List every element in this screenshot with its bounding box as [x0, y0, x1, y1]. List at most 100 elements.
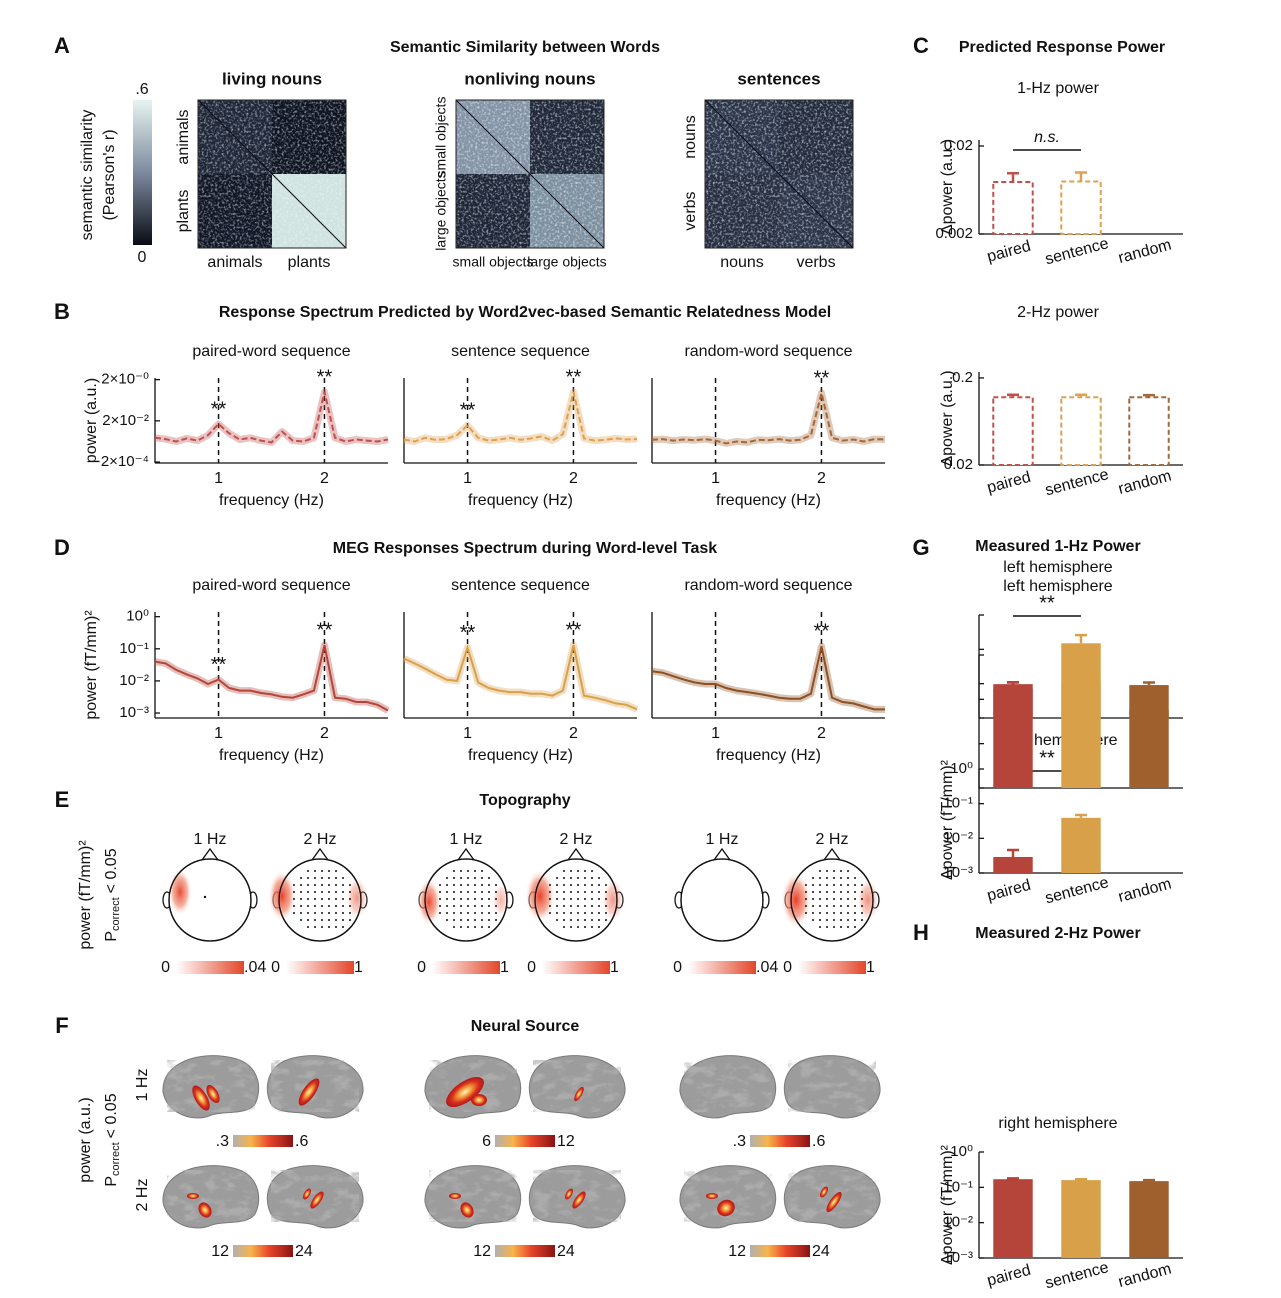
sensor-dot — [307, 905, 309, 907]
activation-blob — [346, 876, 368, 920]
sensor-dot — [819, 884, 821, 886]
colorbar-title: semantic similarity — [79, 110, 96, 241]
y-tick-label: 0.02 — [944, 456, 973, 473]
sensor-dot — [584, 912, 586, 914]
brain-texture — [788, 1170, 876, 1222]
x-tick-label: 2 — [569, 725, 578, 742]
sensor-dot — [556, 898, 558, 900]
sensor-dot — [598, 877, 600, 879]
y-axis-label: Δpower (fT/mm)² — [939, 759, 956, 880]
sensor-dot — [598, 926, 600, 928]
subplot-title: left hemisphere — [1003, 559, 1112, 576]
significance-stars: ** — [211, 654, 227, 676]
y-tick-label: 10⁰ — [950, 760, 973, 777]
subplot-title: sentence sequence — [451, 343, 590, 360]
matrix-row-label: verbs — [682, 191, 699, 230]
sensor-dot — [563, 891, 565, 893]
subplot-title: left hemisphere — [1003, 578, 1112, 595]
panel-label: G — [912, 535, 929, 560]
sensor-dot — [300, 905, 302, 907]
panel-title: Neural Source — [471, 1018, 580, 1035]
sensor-dot — [570, 870, 572, 872]
sensor-dot — [847, 919, 849, 921]
brain-texture — [684, 1060, 772, 1112]
head-nose — [201, 847, 219, 861]
sensor-dot — [439, 898, 441, 900]
sensor-dot — [474, 884, 476, 886]
sensor-dot — [570, 877, 572, 879]
activation-blob — [168, 868, 192, 916]
sensor-dot — [439, 884, 441, 886]
sensor-dot — [854, 898, 856, 900]
x-tick-label: paired — [985, 877, 1032, 905]
error-bar — [1075, 813, 1087, 818]
sensor-dot — [460, 905, 462, 907]
matrix-row-label: animals — [175, 109, 192, 164]
colorbar-label: 0 — [417, 959, 426, 976]
panel-label: E — [55, 787, 70, 812]
x-tick-label: 1 — [711, 725, 720, 742]
sensor-dot — [460, 898, 462, 900]
panel-title: Predicted Response Power — [959, 39, 1165, 56]
sensor-dot — [300, 884, 302, 886]
sensor-dot — [840, 905, 842, 907]
matrix-diagonal — [197, 99, 347, 249]
colorbar — [286, 961, 354, 974]
sensor-dot — [805, 912, 807, 914]
topography-map — [674, 847, 770, 942]
panel-title: Semantic Similarity between Words — [390, 39, 660, 56]
frequency-label: 2 Hz — [304, 831, 337, 848]
error-bar — [1007, 848, 1019, 857]
sensor-dot — [812, 919, 814, 921]
sensor-dot — [840, 912, 842, 914]
sensor-dot — [335, 870, 337, 872]
sensor-dot — [805, 898, 807, 900]
sensor-dot — [481, 884, 483, 886]
source-blob — [449, 1193, 461, 1199]
significance-stars: ** — [814, 621, 830, 643]
source-blob — [303, 1188, 311, 1200]
sensor-dot — [584, 926, 586, 928]
sensor-dot — [840, 898, 842, 900]
x-axis-label: frequency (Hz) — [468, 747, 573, 764]
y-axis-label: power (fT/mm)² — [77, 840, 94, 950]
sensor-dot — [488, 919, 490, 921]
sensor-dot — [812, 884, 814, 886]
frequency-label: 2 Hz — [134, 1179, 151, 1212]
colorbar — [750, 1135, 810, 1147]
x-axis-label: frequency (Hz) — [468, 492, 573, 509]
x-tick-label: sentence — [1043, 466, 1110, 499]
sensor-dot — [314, 891, 316, 893]
sensor-dot — [453, 884, 455, 886]
error-bar — [1075, 393, 1087, 398]
sensor-dot — [328, 919, 330, 921]
spectrum-line — [403, 391, 638, 443]
activation-blob — [268, 870, 296, 922]
sensor-dot — [453, 870, 455, 872]
sensor-dot — [577, 905, 579, 907]
x-tick-label: random — [1117, 236, 1174, 266]
sensor-dot — [847, 891, 849, 893]
matrix-frame — [455, 99, 605, 249]
sensor-dot — [321, 877, 323, 879]
y-tick-label: 10⁻³ — [943, 864, 973, 881]
colorbar — [688, 961, 756, 974]
sensor-dot — [467, 912, 469, 914]
sensor-dot — [342, 877, 344, 879]
x-tick-label: paired — [985, 238, 1032, 266]
x-tick-label: 1 — [711, 470, 720, 487]
matrix-title: living nouns — [222, 69, 322, 88]
sensor-dot — [349, 884, 351, 886]
bar — [1129, 1181, 1169, 1258]
sensor-dot — [349, 905, 351, 907]
sensor-dot — [577, 898, 579, 900]
sensor-dot — [293, 898, 295, 900]
sensor-dot — [495, 912, 497, 914]
sensor-dot — [861, 891, 863, 893]
topography-map — [162, 847, 258, 942]
sensor-dot — [812, 898, 814, 900]
error-bar — [1007, 1177, 1019, 1180]
spectrum-line — [651, 646, 885, 711]
y-tick-label: 2×10⁻⁴ — [101, 453, 149, 470]
